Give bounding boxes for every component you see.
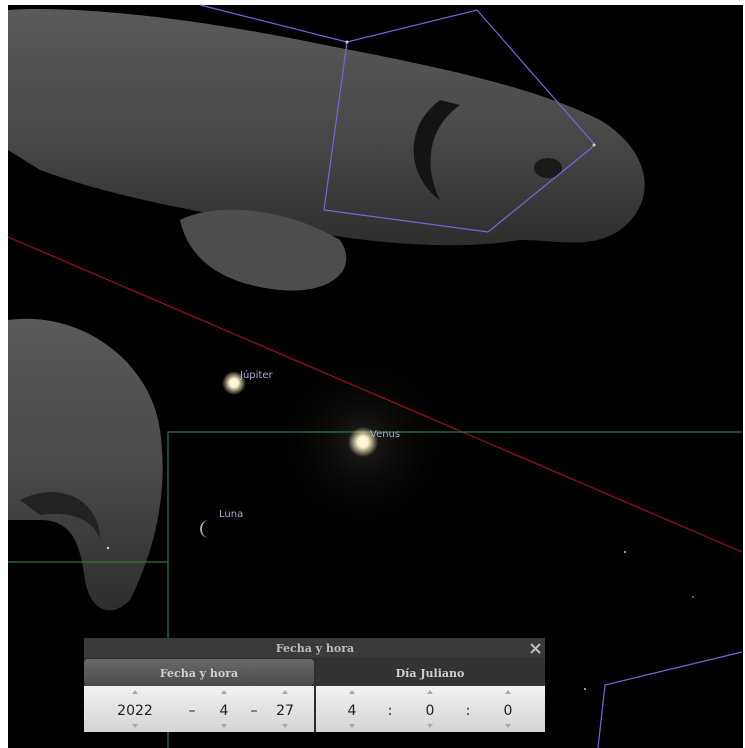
separator: : <box>388 703 393 719</box>
tab-label: Fecha y hora <box>160 667 238 680</box>
hour-field[interactable]: 4 <box>348 703 357 719</box>
month-field[interactable]: 4 <box>220 703 229 719</box>
star <box>346 41 349 44</box>
day-field[interactable]: 27 <box>276 703 294 719</box>
separator: : <box>466 703 471 719</box>
object-label: Venus <box>370 429 400 440</box>
star <box>593 144 596 147</box>
page: Júpiter Venus Luna Fecha y hora Fecha y … <box>0 0 745 748</box>
dialog-title: Fecha y hora <box>276 642 354 655</box>
separator: – <box>251 703 258 719</box>
star <box>107 547 109 549</box>
minute-field[interactable]: 0 <box>426 703 435 719</box>
date-time-dialog: Fecha y hora Fecha y hora Día Juliano 20… <box>84 638 545 732</box>
divider <box>314 686 316 732</box>
stellarium-view: Júpiter Venus Luna Fecha y hora Fecha y … <box>0 0 745 748</box>
tab-label: Día Juliano <box>396 667 465 680</box>
star <box>692 596 694 598</box>
year-field[interactable]: 2022 <box>117 703 153 719</box>
star <box>584 688 586 690</box>
object-label: Júpiter <box>239 369 273 381</box>
separator: – <box>189 703 196 719</box>
object-label: Luna <box>219 509 243 520</box>
star <box>624 551 626 553</box>
second-field[interactable]: 0 <box>504 703 513 719</box>
